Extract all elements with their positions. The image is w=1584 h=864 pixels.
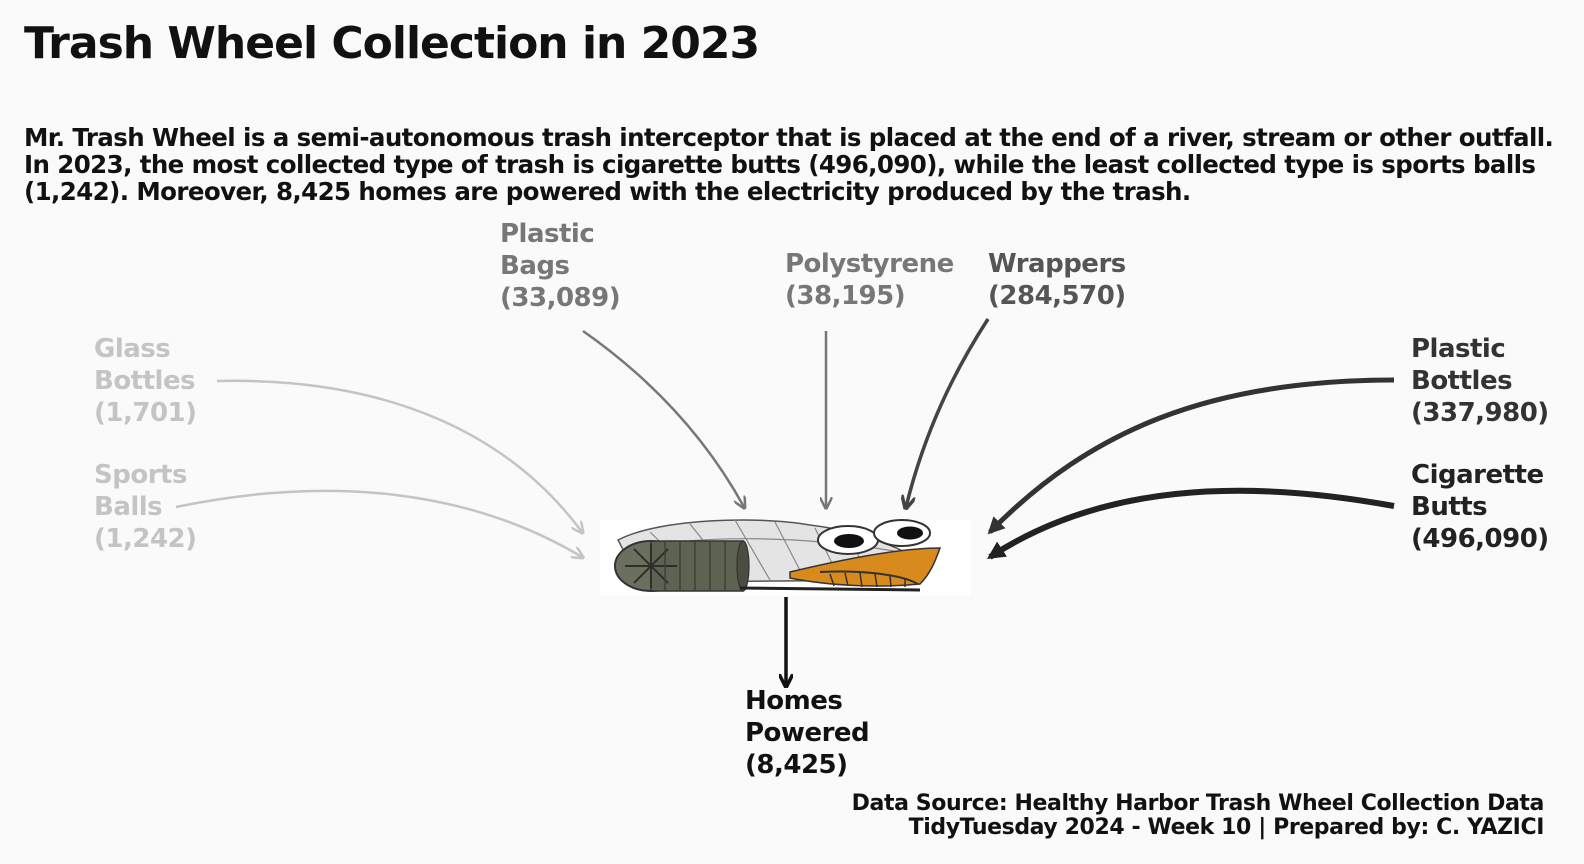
label-plastic-bottles: Plastic Bottles (337,980) [1411, 333, 1549, 429]
label-cigarette-butts: Cigarette Butts (496,090) [1411, 459, 1549, 555]
label-polystyrene-value: (38,195) [785, 281, 906, 311]
label-wrappers-line1: Wrappers [988, 249, 1126, 279]
arrow-plastic-bottles [987, 377, 1395, 535]
label-sports-balls: Sports Balls (1,242) [94, 459, 197, 555]
label-homes-powered: Homes Powered (8,425) [745, 685, 870, 781]
subtitle: Mr. Trash Wheel is a semi-autonomous tra… [24, 123, 1554, 206]
label-homes-powered-line1: Homes [745, 686, 843, 716]
label-sports-balls-line1: Sports [94, 460, 187, 490]
page-title: Trash Wheel Collection in 2023 [24, 18, 760, 69]
label-cigarette-butts-line1: Cigarette [1411, 460, 1544, 490]
footer-data-source: Data Source: Healthy Harbor Trash Wheel … [851, 791, 1545, 816]
label-plastic-bags: Plastic Bags (33,089) [500, 218, 621, 314]
label-polystyrene-line1: Polystyrene [785, 249, 954, 279]
arrow-plastic-bags [582, 329, 744, 507]
footer-credit: TidyTuesday 2024 - Week 10 | Prepared by… [908, 815, 1545, 840]
label-cigarette-butts-value: (496,090) [1411, 524, 1549, 554]
label-plastic-bags-line1: Plastic [500, 219, 595, 249]
label-homes-powered-line2: Powered [745, 718, 870, 748]
label-polystyrene: Polystyrene (38,195) [785, 248, 954, 312]
trash-wheel-image [600, 519, 970, 596]
label-cigarette-butts-line2: Butts [1411, 492, 1488, 522]
label-plastic-bags-value: (33,089) [500, 283, 621, 313]
label-glass-bottles-line1: Glass [94, 334, 171, 364]
label-plastic-bags-line2: Bags [500, 251, 570, 281]
label-plastic-bottles-value: (337,980) [1411, 398, 1549, 428]
label-homes-powered-value: (8,425) [745, 750, 848, 780]
label-sports-balls-value: (1,242) [94, 524, 197, 554]
label-plastic-bottles-line1: Plastic [1411, 334, 1506, 364]
footer-caption: Data Source: Healthy Harbor Trash Wheel … [851, 791, 1545, 840]
arrow-sports-balls [175, 489, 582, 557]
arrow-cigarette-butts [986, 487, 1395, 560]
label-wrappers: Wrappers (284,570) [988, 248, 1126, 312]
arrow-glass-bottles [216, 379, 582, 532]
label-glass-bottles-line2: Bottles [94, 366, 196, 396]
label-plastic-bottles-line2: Bottles [1411, 366, 1513, 396]
label-sports-balls-line2: Balls [94, 492, 163, 522]
label-glass-bottles-value: (1,701) [94, 398, 197, 428]
label-wrappers-value: (284,570) [988, 281, 1126, 311]
label-glass-bottles: Glass Bottles (1,701) [94, 333, 197, 429]
arrow-wrappers [906, 318, 990, 507]
